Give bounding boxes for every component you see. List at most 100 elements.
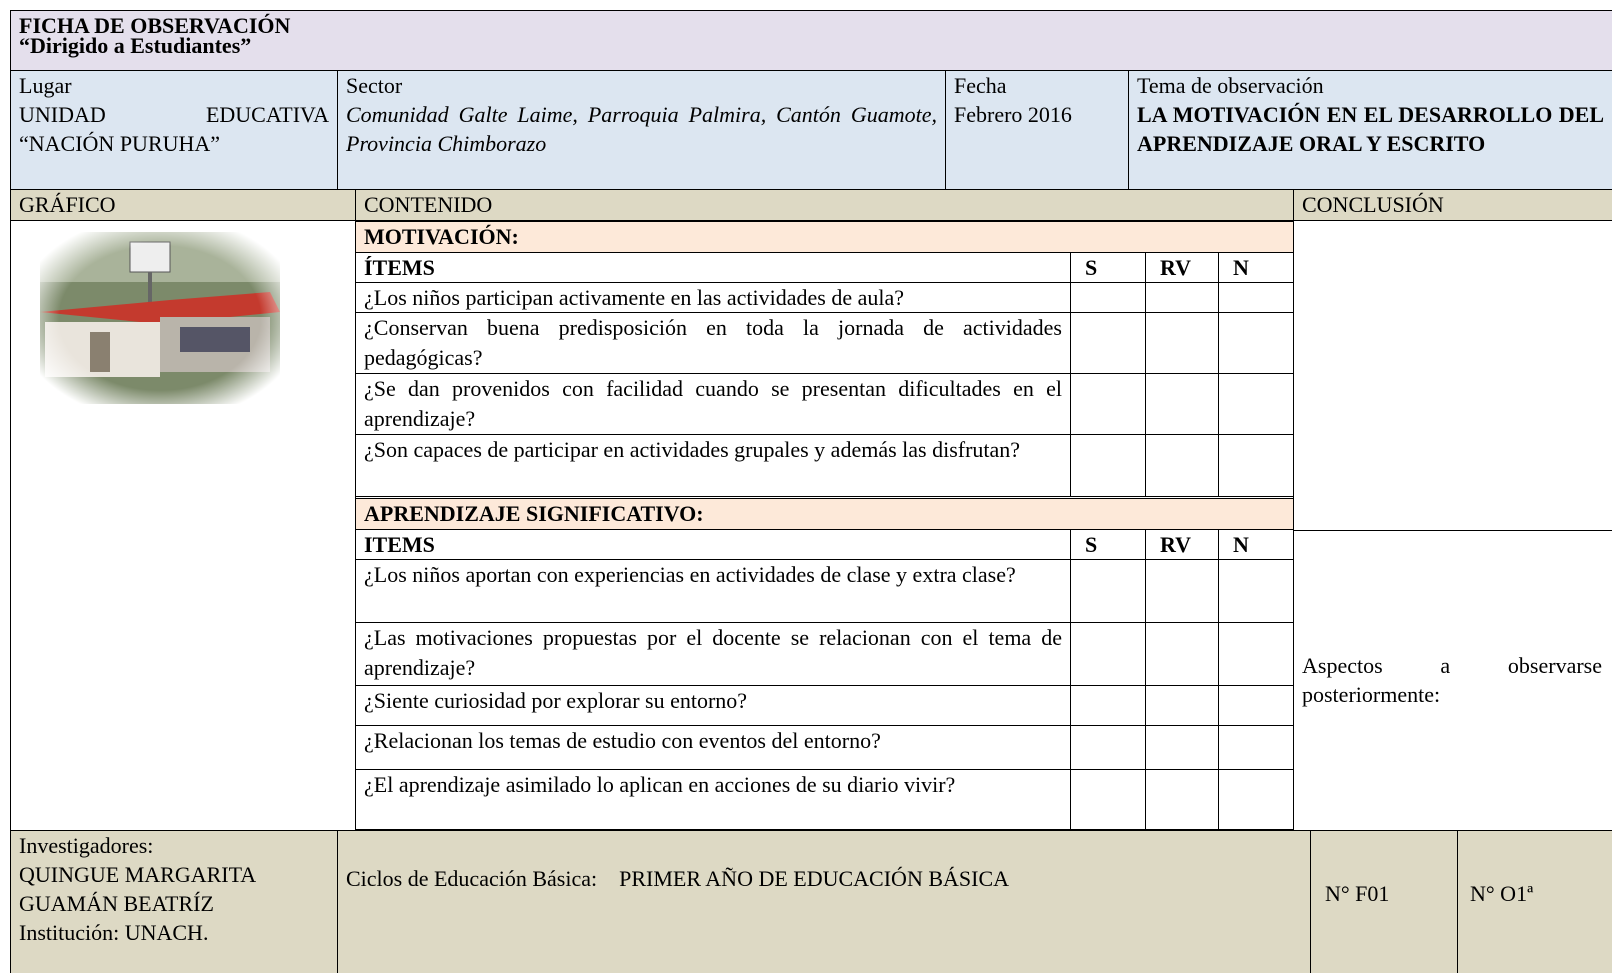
label: CONTENIDO (364, 192, 493, 217)
check-cell (1218, 434, 1294, 497)
check-cell (1070, 559, 1146, 623)
check-cell (1070, 282, 1146, 313)
check-cell (1218, 685, 1294, 726)
value: Comunidad Galte Laime, Parroquia Palmira… (346, 102, 937, 156)
section-title: MOTIVACIÓN: (355, 221, 1294, 253)
check-cell (1218, 559, 1294, 623)
item-text: ¿Los niños participan activamente en las… (364, 285, 904, 310)
column-header: S (1070, 529, 1146, 560)
check-cell (1218, 725, 1294, 770)
check-cell (1145, 312, 1219, 374)
column-header: ITEMS (355, 529, 1071, 560)
item-cell: ¿Los niños aportan con experiencias en a… (355, 559, 1071, 623)
lugar-cell: Lugar UNIDAD EDUCATIVA “NACIÓN PURUHA” (10, 70, 338, 190)
header-text: RV (1160, 532, 1192, 557)
item-text: ¿Los niños aportan con experiencias en a… (364, 562, 1016, 587)
column-header: RV (1145, 529, 1219, 560)
name: GUAMÁN BEATRÍZ (19, 891, 214, 916)
conclusion-bottom: Aspectos a observarse posteriormente: (1293, 530, 1612, 831)
header-cell: FICHA DE OBSERVACIÓN “Dirigido a Estudian… (10, 10, 1612, 71)
item-text: ¿Siente curiosidad por explorar su entor… (364, 688, 748, 713)
label: Investigadores: (19, 833, 154, 858)
item-cell: ¿El aprendizaje asimilado lo aplican en … (355, 769, 1071, 830)
item-text: ¿Conservan buena predisposición en toda … (364, 315, 1062, 370)
item-cell: ¿Se dan provenidos con facilidad cuando … (355, 373, 1071, 435)
name: QUINGUE MARGARITA (19, 862, 257, 887)
check-cell (1218, 312, 1294, 374)
label: Tema de observación (1137, 73, 1324, 98)
grafico-header: GRÁFICO (10, 189, 356, 221)
value: UNIDAD EDUCATIVA “NACIÓN PURUHA” (19, 102, 329, 156)
check-cell (1218, 373, 1294, 435)
label: CONCLUSIÓN (1302, 192, 1444, 217)
column-header: S (1070, 252, 1146, 283)
item-cell: ¿Relacionan los temas de estudio con eve… (355, 725, 1071, 770)
item-text: ¿Son capaces de participar en actividade… (364, 437, 1021, 462)
title: FICHA DE OBSERVACIÓN (19, 13, 291, 38)
check-cell (1145, 725, 1219, 770)
check-cell (1218, 282, 1294, 313)
check-cell (1218, 622, 1294, 686)
check-cell (1145, 434, 1219, 497)
investigadores-cell: Investigadores: QUINGUE MARGARITA GUAMÁN B… (10, 830, 338, 973)
check-cell (1070, 312, 1146, 374)
check-cell (1070, 434, 1146, 497)
section-title: MOTIVACIÓN: (364, 224, 519, 249)
check-cell (1145, 685, 1219, 726)
fecha-cell: Fecha Febrero 2016 (945, 70, 1129, 190)
header-text: S (1085, 532, 1098, 557)
header-text: ÍTEMS (364, 255, 435, 280)
item-text: ¿Relacionan los temas de estudio con eve… (364, 728, 881, 753)
check-cell (1070, 769, 1146, 830)
check-cell (1145, 622, 1219, 686)
check-cell (1218, 769, 1294, 830)
conclusion-text: Aspectos a observarse posteriormente: (1302, 653, 1602, 707)
value: N° F01 (1325, 881, 1390, 906)
conclusion-top (1293, 220, 1612, 531)
ciclo-cell: Ciclos de Educación Básica: PRIMER AÑO DE… (337, 830, 1311, 973)
value: LA MOTIVACIÓN EN EL DESARROLLO DEL APREN… (1137, 102, 1604, 156)
value: Febrero 2016 (954, 102, 1072, 127)
label: GRÁFICO (19, 192, 116, 217)
conclusion-header: CONCLUSIÓN (1293, 189, 1612, 221)
check-cell (1070, 685, 1146, 726)
item-text: ¿El aprendizaje asimilado lo aplican en … (364, 772, 956, 797)
ciclo-row: Ciclos de Educación Básica: PRIMER AÑO DE… (346, 864, 1302, 893)
column-header: N (1218, 529, 1294, 560)
header-text: RV (1160, 255, 1192, 280)
column-header: RV (1145, 252, 1219, 283)
item-text: ¿Se dan provenidos con facilidad cuando … (364, 376, 1062, 431)
header-text: N (1233, 255, 1249, 280)
label: Sector (346, 73, 403, 98)
item-cell: ¿Son capaces de participar en actividade… (355, 434, 1071, 497)
ficha-cell: N° F01 (1310, 830, 1458, 973)
check-cell (1145, 559, 1219, 623)
check-cell (1070, 725, 1146, 770)
numero-cell: N° O1ª (1457, 830, 1612, 973)
check-cell (1145, 769, 1219, 830)
section-title: APRENDIZAJE SIGNIFICATIVO: (364, 501, 704, 526)
item-cell: ¿Las motivaciones propuestas por el doce… (355, 622, 1071, 686)
check-cell (1145, 282, 1219, 313)
label: Ciclos de Educación Básica: (346, 866, 598, 891)
value: PRIMER AÑO DE EDUCACIÓN BÁSICA (619, 866, 1010, 891)
column-header: ÍTEMS (355, 252, 1071, 283)
value: N° O1ª (1470, 881, 1534, 906)
column-header: N (1218, 252, 1294, 283)
section-title: APRENDIZAJE SIGNIFICATIVO: (355, 498, 1294, 530)
header-text: S (1085, 255, 1098, 280)
check-cell (1145, 373, 1219, 435)
institucion: Institución: UNACH. (19, 920, 209, 945)
sector-cell: Sector Comunidad Galte Laime, Parroquia P… (337, 70, 946, 190)
item-cell: ¿Siente curiosidad por explorar su entor… (355, 685, 1071, 726)
subtitle: “Dirigido a Estudiantes” (19, 33, 252, 58)
header-text: N (1233, 532, 1249, 557)
header-text: ITEMS (364, 532, 435, 557)
check-cell (1070, 622, 1146, 686)
tema-cell: Tema de observación LA MOTIVACIÓN EN EL D… (1128, 70, 1612, 190)
school-photo (40, 232, 280, 404)
item-text: ¿Las motivaciones propuestas por el doce… (364, 625, 1062, 680)
label: Fecha (954, 73, 1007, 98)
item-cell: ¿Los niños participan activamente en las… (355, 282, 1071, 313)
